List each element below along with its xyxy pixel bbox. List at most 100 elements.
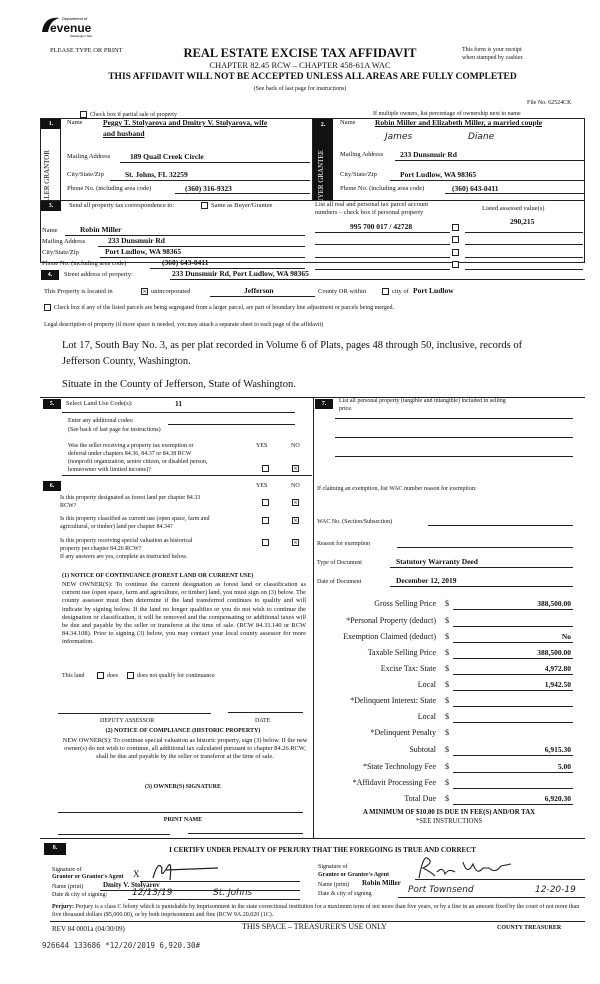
financial-label: *Delinquent Penalty (370, 728, 436, 737)
segregated-checkbox[interactable] (44, 304, 51, 311)
forest-no-checkbox[interactable] (292, 499, 299, 506)
corr-city-label: City/State/Zip (42, 249, 79, 256)
historical-question: Is this property receiving special valua… (60, 538, 193, 544)
current-use-yes-checkbox[interactable] (262, 517, 269, 524)
current-use-question-2: agricultural, or timber) land per chapte… (60, 524, 173, 530)
historical-no-checkbox[interactable] (292, 539, 299, 546)
buyer-phone[interactable]: (360) 643-0411 (452, 184, 499, 193)
grantor-name[interactable]: Dmity V. Stolyarov (103, 881, 160, 889)
grantor-date-label: Date & city of signing: (52, 892, 108, 898)
does-qualify-checkbox[interactable] (97, 672, 104, 679)
exemption-yes-checkbox[interactable] (262, 465, 269, 472)
receipt-note-2: when stamped by cashier. (462, 55, 524, 61)
notice-continuance-text: NEW OWNER(S): To continue the current de… (62, 581, 306, 646)
seller-name[interactable]: Peggy T. Stolyarova and Dmitry V. Stolya… (103, 118, 268, 127)
same-as-buyer-checkbox[interactable] (201, 202, 208, 209)
county-treasurer-label: COUNTY TREASURER (497, 925, 562, 931)
buyer-city[interactable]: Port Ludlow, WA 98365 (400, 170, 477, 179)
section-5-number: 5. (43, 399, 61, 409)
financial-value[interactable]: 4,972.80 (544, 664, 571, 673)
assessed-value[interactable]: 290,215 (510, 217, 535, 226)
notice-compliance-title: (2) NOTICE OF COMPLIANCE (HISTORIC PROPE… (105, 728, 261, 734)
historical-yes-checkbox[interactable] (262, 539, 269, 546)
parcel-number[interactable]: 995 700 017 / 42728 (350, 222, 413, 231)
owner-signature-label: (3) OWNER(S) SIGNATURE (145, 784, 221, 790)
financial-label: *State Technology Fee (362, 762, 436, 771)
financial-label: Local (417, 680, 436, 689)
currency-symbol: $ (445, 762, 449, 771)
grantee-name[interactable]: Robin Miller (362, 879, 401, 887)
perjury-text: Perjury is a class C felony which is pun… (52, 904, 580, 918)
personal-property-checkbox-4[interactable] (452, 261, 459, 268)
financial-value[interactable]: 6,915.30 (544, 745, 571, 754)
financial-value[interactable]: 6,920.30 (544, 794, 571, 803)
seller-address[interactable]: 189 Quail Creek Circle (130, 152, 204, 161)
segregated-label: Check box if any of the listed parcels a… (54, 305, 394, 311)
doc-type[interactable]: Statutory Warranty Deed (396, 557, 478, 566)
financial-label: Subtotal (409, 745, 436, 754)
financial-value[interactable]: 5.00 (557, 762, 571, 771)
legal-description-label: Legal description of property (if more s… (44, 322, 324, 328)
corr-address[interactable]: 233 Dunsmuir Rd (108, 236, 165, 245)
buyer-name[interactable]: Robin Miller and Elizabeth Miller, a mar… (375, 118, 543, 127)
seller-city[interactable]: St. Johns, FL 32259 (125, 170, 188, 179)
exemption-question: Was the seller receiving a property tax … (68, 443, 194, 449)
corr-address-label: Mailing Address (42, 238, 86, 245)
exemption-question-3: (nonprofit organization, senior citizen,… (68, 459, 208, 465)
grantor-name-label: Name (print) (52, 884, 84, 890)
currency-symbol: $ (445, 664, 449, 673)
grantee-date[interactable]: 12-20-19 (535, 885, 576, 895)
street-address[interactable]: 233 Dunsmuir Rd, Port Ludlow, WA 98365 (172, 269, 309, 278)
financial-value[interactable]: 388,500.00 (537, 599, 571, 608)
grantor-date[interactable]: 12/13/19 (132, 888, 173, 898)
financial-value[interactable]: No (561, 632, 571, 641)
unincorporated-label: unincorporated (151, 288, 191, 295)
please-type: PLEASE TYPE OR PRINT (50, 47, 123, 54)
receipt-note: This form is your receipt (462, 47, 522, 53)
unincorporated-checkbox[interactable] (141, 288, 148, 295)
multiple-owners-note: If multiple owners, list percentage of o… (373, 111, 521, 117)
does-not-qualify-checkbox[interactable] (127, 672, 134, 679)
financial-value[interactable]: 1,942.50 (544, 680, 571, 689)
exemption-no-checkbox[interactable] (292, 465, 299, 472)
city[interactable]: Port Ludlow (413, 286, 454, 295)
seller-address-label: Mailing Address (67, 153, 111, 160)
grantor-city[interactable]: St. Johns (213, 888, 253, 898)
currency-symbol: $ (445, 599, 449, 608)
county[interactable]: Jefferson (244, 286, 274, 295)
buyer-address[interactable]: 233 Dunsmuir Rd (400, 150, 457, 159)
forest-yes-checkbox[interactable] (262, 499, 269, 506)
yes-header: YES (256, 443, 268, 449)
legal-description-line-2: Jefferson County, Washington. (62, 356, 191, 367)
seller-phone-label: Phone No. (including area code) (67, 185, 152, 192)
doc-date[interactable]: December 12, 2019 (396, 576, 457, 585)
seller-name-cont[interactable]: and husband (103, 129, 145, 138)
grantee-signature[interactable] (415, 854, 525, 884)
city-checkbox[interactable] (382, 288, 389, 295)
exemption-question-2: deferral under chapters 84.36, 84.37 or … (68, 451, 192, 457)
currency-symbol: $ (445, 648, 449, 657)
corr-city[interactable]: Port Ludlow, WA 98365 (105, 247, 182, 256)
financial-label: *Delinquent Interest: State (350, 696, 436, 705)
perjury-label: Perjury: (52, 904, 74, 910)
grantor-signature[interactable] (148, 858, 228, 886)
seller-phone[interactable]: (360) 316-9323 (185, 184, 232, 193)
county-or-label: County OR within (318, 288, 367, 295)
section-2-number: 2. (313, 119, 333, 200)
exemption-question-4: homeowner with limited income)? (68, 467, 151, 473)
current-use-no-checkbox[interactable] (292, 517, 299, 524)
personal-property-checkbox-2[interactable] (452, 236, 459, 243)
personal-property-checkbox-1[interactable] (452, 224, 459, 231)
buyer-phone-label: Phone No. (including area code) (340, 185, 425, 192)
partial-sale-checkbox[interactable] (80, 111, 87, 118)
this-land-label: This land (62, 673, 85, 679)
exemption-wac-label: If claiming an exemption, list WAC numbe… (317, 486, 477, 492)
corr-name[interactable]: Robin Miller (80, 225, 122, 234)
buyer-address-label: Mailing Address (340, 151, 384, 158)
land-use-code[interactable]: 11 (175, 399, 183, 408)
personal-property-checkbox-3[interactable] (452, 249, 459, 256)
corr-phone[interactable]: (360) 643-0411 (162, 258, 209, 267)
wac-no-label: WAC No. (Section/Subsection) (317, 519, 393, 525)
financial-value[interactable]: 388,500.00 (537, 648, 571, 657)
grantee-city[interactable]: Port Townsend (408, 885, 474, 895)
